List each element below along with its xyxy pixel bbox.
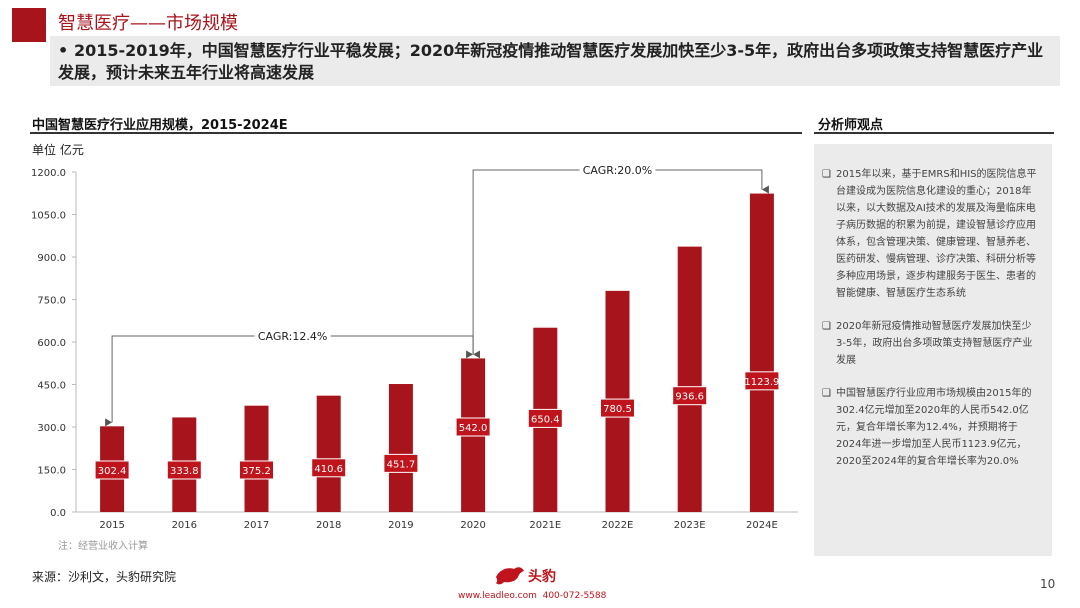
y-tick-label: 1200.0 bbox=[31, 168, 66, 179]
leopard-logo-icon bbox=[496, 567, 524, 585]
x-tick-label: 2017 bbox=[244, 520, 269, 531]
analyst-item: ❑ 2020年新冠疫情推动智慧医疗发展加快至少3-5年，政府出台多项政策支持智慧… bbox=[822, 318, 1040, 369]
chart-title: 中国智慧医疗行业应用规模，2015-2024E bbox=[32, 118, 288, 133]
x-tick-label: 2019 bbox=[388, 520, 413, 531]
summary-content: 2015-2019年，中国智慧医疗行业平稳发展；2020年新冠疫情推动智慧医疗发… bbox=[58, 41, 1044, 82]
analyst-title-rule bbox=[814, 132, 1054, 134]
x-tick-label: 2016 bbox=[172, 520, 197, 531]
summary-text: • 2015-2019年，中国智慧医疗行业平稳发展；2020年新冠疫情推动智慧医疗… bbox=[58, 40, 1048, 84]
x-tick-label: 2020 bbox=[460, 520, 485, 531]
x-tick-label: 2018 bbox=[316, 520, 341, 531]
x-tick-label: 2024E bbox=[746, 520, 778, 531]
value-label-box bbox=[239, 460, 274, 480]
chart-title-rule bbox=[30, 132, 802, 134]
value-label: 542.0 bbox=[459, 423, 488, 434]
analyst-item-text: 2020年新冠疫情推动智慧医疗发展加快至少3-5年，政府出台多项政策支持智慧医疗… bbox=[836, 321, 1033, 366]
value-label-box bbox=[527, 408, 563, 428]
value-label-box bbox=[166, 460, 202, 480]
analyst-item-text: 中国智慧医疗行业应用市场规模由2015年的302.4亿元增加至2020年的人民币… bbox=[836, 388, 1032, 467]
value-label: 410.6 bbox=[314, 464, 343, 475]
value-label: 1123.9 bbox=[744, 377, 779, 388]
analyst-item: ❑ 中国智慧医疗行业应用市场规模由2015年的302.4亿元增加至2020年的人… bbox=[822, 385, 1040, 470]
value-label-box bbox=[600, 398, 635, 418]
value-label-box bbox=[383, 453, 419, 473]
chart-note: 注：经营业收入计算 bbox=[58, 541, 148, 552]
summary-box bbox=[50, 36, 1060, 86]
footer-contact: www.leadleo.com 400-072-5588 bbox=[458, 591, 606, 601]
analyst-box: ❑ 2015年以来，基于EMRS和HIS的医院信息平台建设成为医院信息化建设的重… bbox=[814, 144, 1052, 556]
value-label: 650.4 bbox=[531, 414, 560, 425]
y-tick-label: 300.0 bbox=[37, 423, 66, 434]
unit-label: 单位 亿元 bbox=[32, 143, 84, 157]
cagr-bracket-left bbox=[466, 169, 580, 359]
page-number: 10 bbox=[1040, 577, 1056, 591]
value-label: 302.4 bbox=[98, 466, 127, 477]
x-tick-label: 2021E bbox=[529, 520, 561, 531]
x-tick-label: 2023E bbox=[674, 520, 706, 531]
bar bbox=[749, 193, 774, 512]
bar-chart: 0.0 150.0 300.0 450.0 600.0 750.0 900.0 1050.0 1… bbox=[31, 164, 798, 531]
value-label: 936.6 bbox=[675, 392, 704, 403]
analyst-bullet: ❑ bbox=[822, 321, 831, 332]
y-tick-label: 1050.0 bbox=[31, 211, 66, 222]
value-label-box bbox=[744, 371, 780, 391]
y-tick-label: 750.0 bbox=[37, 296, 66, 307]
cagr-bracket-right bbox=[655, 169, 769, 194]
y-tick-label: 450.0 bbox=[37, 381, 66, 392]
y-tick-label: 900.0 bbox=[37, 253, 66, 264]
analyst-title: 分析师观点 bbox=[818, 118, 884, 133]
value-label: 333.8 bbox=[170, 466, 199, 477]
value-label-box bbox=[311, 458, 347, 478]
cagr-bracket-right bbox=[330, 335, 481, 359]
x-tick-label: 2015 bbox=[99, 520, 124, 531]
page-title: 智慧医疗——市场规模 bbox=[58, 13, 238, 34]
y-tick-label: 150.0 bbox=[37, 466, 66, 477]
y-tick-label: 0.0 bbox=[50, 508, 66, 519]
value-label-box bbox=[94, 460, 130, 480]
bar bbox=[388, 384, 413, 512]
analyst-item: ❑ 2015年以来，基于EMRS和HIS的医院信息平台建设成为医院信息化建设的重… bbox=[822, 166, 1040, 302]
title-square bbox=[12, 8, 46, 42]
x-tick-label: 2022E bbox=[602, 520, 634, 531]
y-tick-label: 600.0 bbox=[37, 338, 66, 349]
bar bbox=[316, 395, 341, 512]
cagr-label: CAGR:20.0% bbox=[583, 164, 653, 177]
analyst-bullet: ❑ bbox=[822, 169, 831, 180]
cagr-label: CAGR:12.4% bbox=[258, 330, 328, 343]
analyst-item-text: 2015年以来，基于EMRS和HIS的医院信息平台建设成为医院信息化建设的重心；… bbox=[836, 169, 1037, 299]
bar bbox=[244, 405, 269, 512]
value-label: 780.5 bbox=[603, 404, 632, 415]
summary-bullet: • bbox=[58, 41, 69, 60]
footer-phone: 400-072-5588 bbox=[542, 591, 607, 601]
source-text: 来源：沙利文，头豹研究院 bbox=[32, 570, 177, 584]
analyst-bullet: ❑ bbox=[822, 388, 831, 399]
bar bbox=[677, 246, 702, 512]
value-label: 451.7 bbox=[387, 459, 416, 470]
value-label-box bbox=[672, 386, 708, 406]
logo-text: 头豹 bbox=[528, 569, 556, 585]
value-label: 375.2 bbox=[242, 466, 271, 477]
footer-site: www.leadleo.com bbox=[458, 591, 537, 601]
cagr-bracket-left bbox=[105, 335, 255, 427]
value-label-box bbox=[455, 417, 491, 437]
